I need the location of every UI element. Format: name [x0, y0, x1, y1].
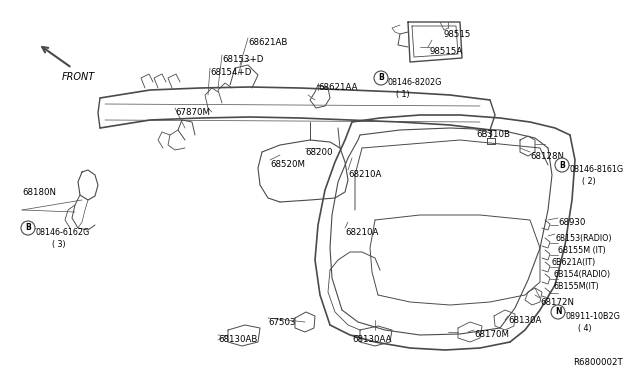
Text: ( 4): ( 4): [578, 324, 591, 333]
Text: 98515A: 98515A: [430, 47, 463, 56]
Text: 68153(RADIO): 68153(RADIO): [555, 234, 612, 243]
Text: ( 2): ( 2): [582, 177, 596, 186]
Text: 6B154(RADIO): 6B154(RADIO): [554, 270, 611, 279]
Text: 6B155M(IT): 6B155M(IT): [553, 282, 599, 291]
Text: 67870M: 67870M: [175, 108, 210, 117]
Circle shape: [555, 158, 569, 172]
Text: 08146-8202G: 08146-8202G: [388, 78, 442, 87]
Text: 08146-6162G: 08146-6162G: [36, 228, 90, 237]
Text: B: B: [25, 224, 31, 232]
Text: 68200: 68200: [305, 148, 333, 157]
Text: 68621AB: 68621AB: [248, 38, 287, 47]
Text: ( 3): ( 3): [52, 240, 66, 249]
Text: 68130AB: 68130AB: [218, 335, 257, 344]
Text: 98515: 98515: [444, 30, 472, 39]
Text: 6B310B: 6B310B: [476, 130, 510, 139]
Text: 68180N: 68180N: [22, 188, 56, 197]
Circle shape: [21, 221, 35, 235]
Text: 6B621A(IT): 6B621A(IT): [552, 258, 596, 267]
Text: ( 1): ( 1): [396, 90, 410, 99]
Text: 68172N: 68172N: [540, 298, 574, 307]
Text: 67503: 67503: [268, 318, 296, 327]
Text: FRONT: FRONT: [62, 72, 95, 82]
Text: 68520M: 68520M: [270, 160, 305, 169]
Text: B: B: [378, 74, 384, 83]
Text: 68154+D: 68154+D: [210, 68, 252, 77]
Text: 68210A: 68210A: [345, 228, 378, 237]
Text: 68170M: 68170M: [474, 330, 509, 339]
Text: N: N: [555, 308, 561, 317]
Circle shape: [374, 71, 388, 85]
Text: 68155M (IT): 68155M (IT): [558, 246, 605, 255]
Text: 68153+D: 68153+D: [222, 55, 264, 64]
Text: 08146-8161G: 08146-8161G: [570, 165, 624, 174]
Text: 68130A: 68130A: [508, 316, 541, 325]
Text: 68210A: 68210A: [348, 170, 381, 179]
Text: 68930: 68930: [558, 218, 586, 227]
Text: B: B: [559, 160, 565, 170]
Text: 08911-10B2G: 08911-10B2G: [566, 312, 621, 321]
Text: 68621AA: 68621AA: [318, 83, 358, 92]
Text: R6800002T: R6800002T: [573, 358, 623, 367]
Circle shape: [551, 305, 565, 319]
Text: 68128N: 68128N: [530, 152, 564, 161]
Text: 68130AA: 68130AA: [352, 335, 392, 344]
